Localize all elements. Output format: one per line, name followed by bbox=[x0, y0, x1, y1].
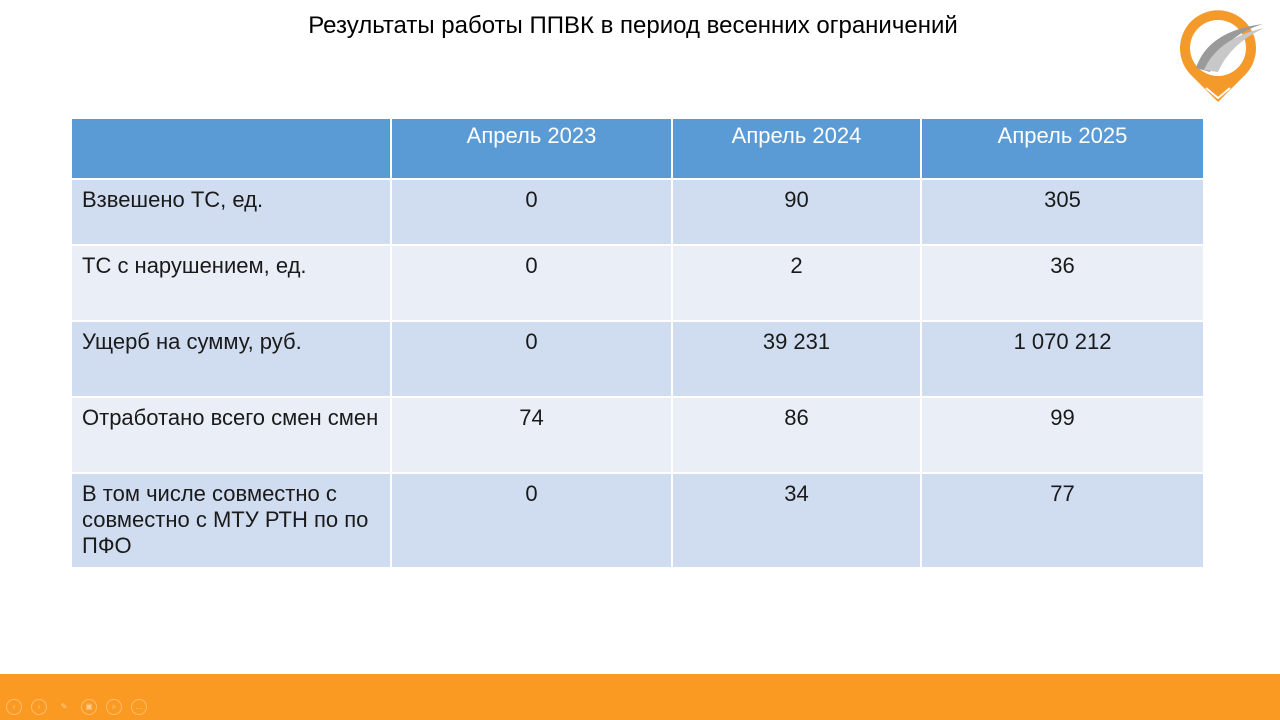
cell: 39 231 bbox=[671, 320, 922, 398]
logo-icon bbox=[1180, 10, 1264, 103]
cell: 34 bbox=[671, 472, 922, 569]
table-row: ТС с нарушением, ед. 0 2 36 bbox=[70, 244, 1205, 322]
table-row: В том числе совместно с совместно с МТУ … bbox=[70, 472, 1205, 569]
footer-bar bbox=[0, 674, 1280, 720]
header-cell bbox=[70, 117, 392, 180]
header-cell: Апрель 2023 bbox=[390, 117, 673, 180]
cell: 0 bbox=[390, 244, 673, 322]
table-row: Ущерб на сумму, руб. 0 39 231 1 070 212 bbox=[70, 320, 1205, 398]
cell: 2 bbox=[671, 244, 922, 322]
header-cell: Апрель 2025 bbox=[920, 117, 1205, 180]
cell: 99 bbox=[920, 396, 1205, 474]
header-cell: Апрель 2024 bbox=[671, 117, 922, 180]
table-row: Отработано всего смен смен 74 86 99 bbox=[70, 396, 1205, 474]
cell: 1 070 212 bbox=[920, 320, 1205, 398]
cell: 0 bbox=[390, 178, 673, 246]
slide-title: Результаты работы ППВК в период весенних… bbox=[308, 12, 958, 39]
cell: 305 bbox=[920, 178, 1205, 246]
cell: 77 bbox=[920, 472, 1205, 569]
row-label: Ущерб на сумму, руб. bbox=[70, 320, 392, 398]
cell: 36 bbox=[920, 244, 1205, 322]
cell: 74 bbox=[390, 396, 673, 474]
cell: 0 bbox=[390, 320, 673, 398]
table-header-row: Апрель 2023 Апрель 2024 Апрель 2025 bbox=[70, 117, 1205, 180]
slides-icon[interactable]: ▣ bbox=[81, 699, 97, 715]
row-label: В том числе совместно с совместно с МТУ … bbox=[70, 472, 392, 569]
row-label: Отработано всего смен смен bbox=[70, 396, 392, 474]
cell: 0 bbox=[390, 472, 673, 569]
cell: 86 bbox=[671, 396, 922, 474]
row-label: Взвешено ТС, ед. bbox=[70, 178, 392, 246]
row-label: ТС с нарушением, ед. bbox=[70, 244, 392, 322]
more-icon[interactable]: … bbox=[131, 699, 147, 715]
table-row: Взвешено ТС, ед. 0 90 305 bbox=[70, 178, 1205, 246]
cell: 90 bbox=[671, 178, 922, 246]
results-table: Апрель 2023 Апрель 2024 Апрель 2025 Взве… bbox=[70, 117, 1205, 569]
pen-icon[interactable]: ✎ bbox=[60, 702, 68, 711]
zoom-icon[interactable]: ⌕ bbox=[106, 699, 122, 715]
next-icon[interactable]: › bbox=[31, 699, 47, 715]
prev-icon[interactable]: ‹ bbox=[6, 699, 22, 715]
